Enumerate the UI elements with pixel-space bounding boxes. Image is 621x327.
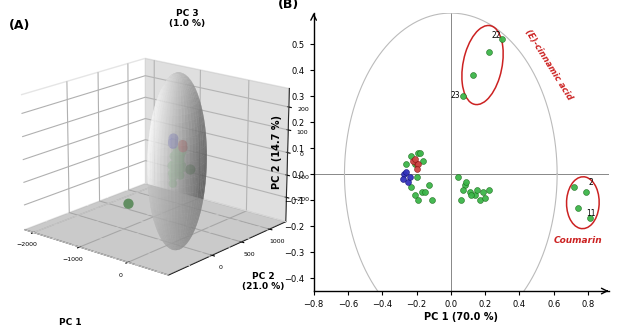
- Point: [415, 151, 425, 156]
- Point: [461, 179, 471, 184]
- Text: Coumarin: Coumarin: [554, 236, 602, 245]
- Text: PC 2
(21.0 %): PC 2 (21.0 %): [242, 272, 284, 291]
- Point: [466, 192, 476, 198]
- Point: [458, 94, 468, 99]
- Point: [398, 177, 408, 182]
- X-axis label: PC 1 (70.0 %): PC 1 (70.0 %): [424, 312, 498, 322]
- Point: [419, 159, 428, 164]
- Text: 23: 23: [451, 91, 460, 99]
- Point: [417, 190, 427, 195]
- Point: [478, 190, 488, 195]
- Point: [458, 187, 468, 192]
- Text: 22: 22: [491, 31, 501, 40]
- Point: [468, 73, 478, 78]
- Point: [401, 169, 411, 174]
- Point: [453, 174, 463, 179]
- Text: (A): (A): [9, 19, 30, 32]
- Point: [399, 172, 409, 177]
- Point: [408, 159, 418, 164]
- Point: [497, 36, 507, 42]
- Text: (B): (B): [278, 0, 299, 10]
- Point: [427, 198, 437, 203]
- Point: [581, 190, 591, 195]
- Point: [413, 198, 423, 203]
- Point: [585, 216, 595, 221]
- Text: PC 1
(73.2 %): PC 1 (73.2 %): [49, 318, 92, 327]
- Point: [410, 192, 420, 198]
- Text: 11: 11: [586, 209, 596, 218]
- Point: [569, 184, 579, 190]
- Text: PC 3
(1.0 %): PC 3 (1.0 %): [169, 9, 205, 28]
- Point: [406, 184, 416, 190]
- Point: [573, 205, 582, 211]
- Point: [412, 166, 422, 172]
- Point: [406, 153, 416, 159]
- Point: [412, 174, 422, 179]
- Point: [484, 187, 494, 192]
- Point: [410, 156, 420, 161]
- Point: [480, 195, 490, 200]
- Point: [475, 198, 485, 203]
- Point: [403, 179, 413, 184]
- Point: [456, 198, 466, 203]
- Point: [465, 190, 474, 195]
- Point: [401, 161, 411, 166]
- Point: [470, 192, 480, 198]
- Point: [460, 182, 469, 187]
- Point: [410, 161, 420, 166]
- Point: [420, 190, 430, 195]
- Point: [471, 187, 481, 192]
- Point: [412, 161, 422, 166]
- Point: [484, 49, 494, 55]
- Text: 2: 2: [589, 178, 594, 187]
- Point: [424, 182, 433, 187]
- Y-axis label: PC 2 (14.7 %): PC 2 (14.7 %): [271, 115, 281, 189]
- Point: [413, 151, 423, 156]
- Point: [413, 161, 423, 166]
- Text: (E)-cinnamic acid: (E)-cinnamic acid: [523, 28, 574, 102]
- Point: [405, 174, 415, 179]
